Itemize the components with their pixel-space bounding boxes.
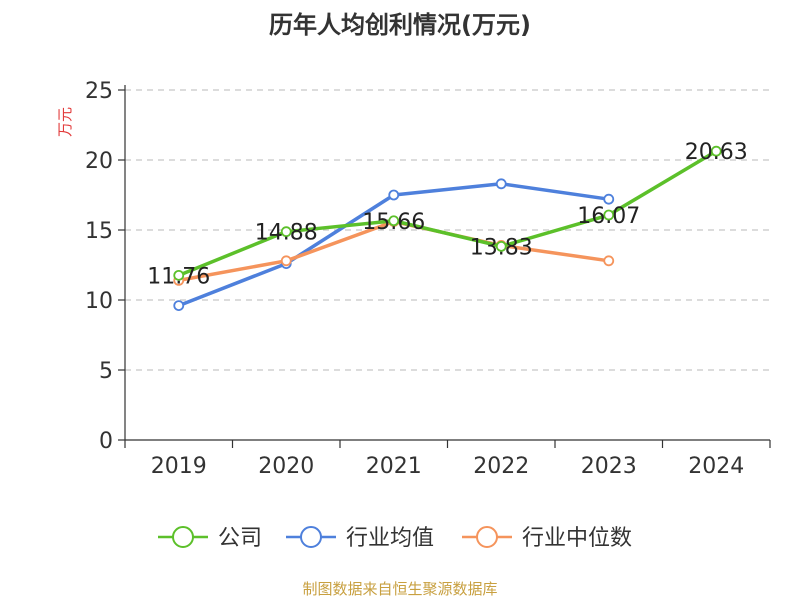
point-行业均值-2023 xyxy=(603,193,615,205)
point-公司-2020 xyxy=(280,226,292,238)
point-公司-2024 xyxy=(710,145,722,157)
point-行业中位数-2023 xyxy=(603,255,615,267)
legend: 公司 行业均值 行业中位数 xyxy=(158,526,632,551)
x-tick-label-2021: 2021 xyxy=(366,454,422,479)
y-tick-label-15: 15 xyxy=(85,219,113,244)
data-label-2024: 20.63 xyxy=(685,140,748,165)
legend-label-行业中位数: 行业中位数 xyxy=(522,526,632,551)
y-tick-label-0: 0 xyxy=(99,429,113,454)
x-tick-label-2019: 2019 xyxy=(151,454,207,479)
x-ticks: 2019 2020 2021 2022 2023 2024 xyxy=(124,440,771,479)
x-tick-label-2022: 2022 xyxy=(473,454,529,479)
legend-marker-公司 xyxy=(172,526,194,548)
legend-item-行业中位数: 行业中位数 xyxy=(462,526,632,551)
y-tick-label-10: 10 xyxy=(85,289,113,314)
legend-marker-行业中位数 xyxy=(476,526,498,548)
point-公司-2019 xyxy=(173,269,185,281)
series-公司 xyxy=(173,145,722,281)
y-axis-label: 万元 xyxy=(56,107,74,137)
legend-item-公司: 公司 xyxy=(158,526,262,551)
y-ticks: 0 5 10 15 20 25 xyxy=(85,79,125,454)
legend-marker-行业均值 xyxy=(300,526,322,548)
gridlines xyxy=(125,89,770,371)
x-tick-label-2024: 2024 xyxy=(688,454,744,479)
point-行业中位数-2020 xyxy=(280,255,292,267)
data-label-2020: 14.88 xyxy=(255,221,318,246)
x-tick-label-2023: 2023 xyxy=(581,454,637,479)
legend-item-行业均值: 行业均值 xyxy=(286,526,434,551)
data-label-2023: 16.07 xyxy=(577,204,640,229)
series-line-行业均值 xyxy=(177,182,611,308)
axes xyxy=(124,85,770,441)
y-tick-label-25: 25 xyxy=(85,79,113,104)
point-行业均值-2021 xyxy=(388,189,400,201)
series-group xyxy=(173,145,722,312)
series-行业均值 xyxy=(173,178,615,312)
point-公司-2021 xyxy=(388,215,400,227)
series-line-公司 xyxy=(177,149,718,278)
legend-label-公司: 公司 xyxy=(218,526,262,551)
point-行业均值-2022 xyxy=(495,178,507,190)
data-label-2019: 11.76 xyxy=(147,264,210,289)
legend-label-行业均值: 行业均值 xyxy=(346,526,434,551)
point-公司-2023 xyxy=(603,209,615,221)
chart-title: 历年人均创利情况(万元) xyxy=(269,11,531,39)
point-公司-2022 xyxy=(495,240,507,252)
point-行业均值-2019 xyxy=(173,300,185,312)
y-tick-label-20: 20 xyxy=(85,149,113,174)
data-label-2022: 13.83 xyxy=(470,235,533,260)
source-note: 制图数据来自恒生聚源数据库 xyxy=(302,580,497,598)
x-tick-label-2020: 2020 xyxy=(258,454,314,479)
data-label-2021: 15.66 xyxy=(362,210,425,235)
data-labels: 11.76 14.88 15.66 13.83 16.07 20.63 xyxy=(147,140,747,289)
y-tick-label-5: 5 xyxy=(99,359,113,384)
